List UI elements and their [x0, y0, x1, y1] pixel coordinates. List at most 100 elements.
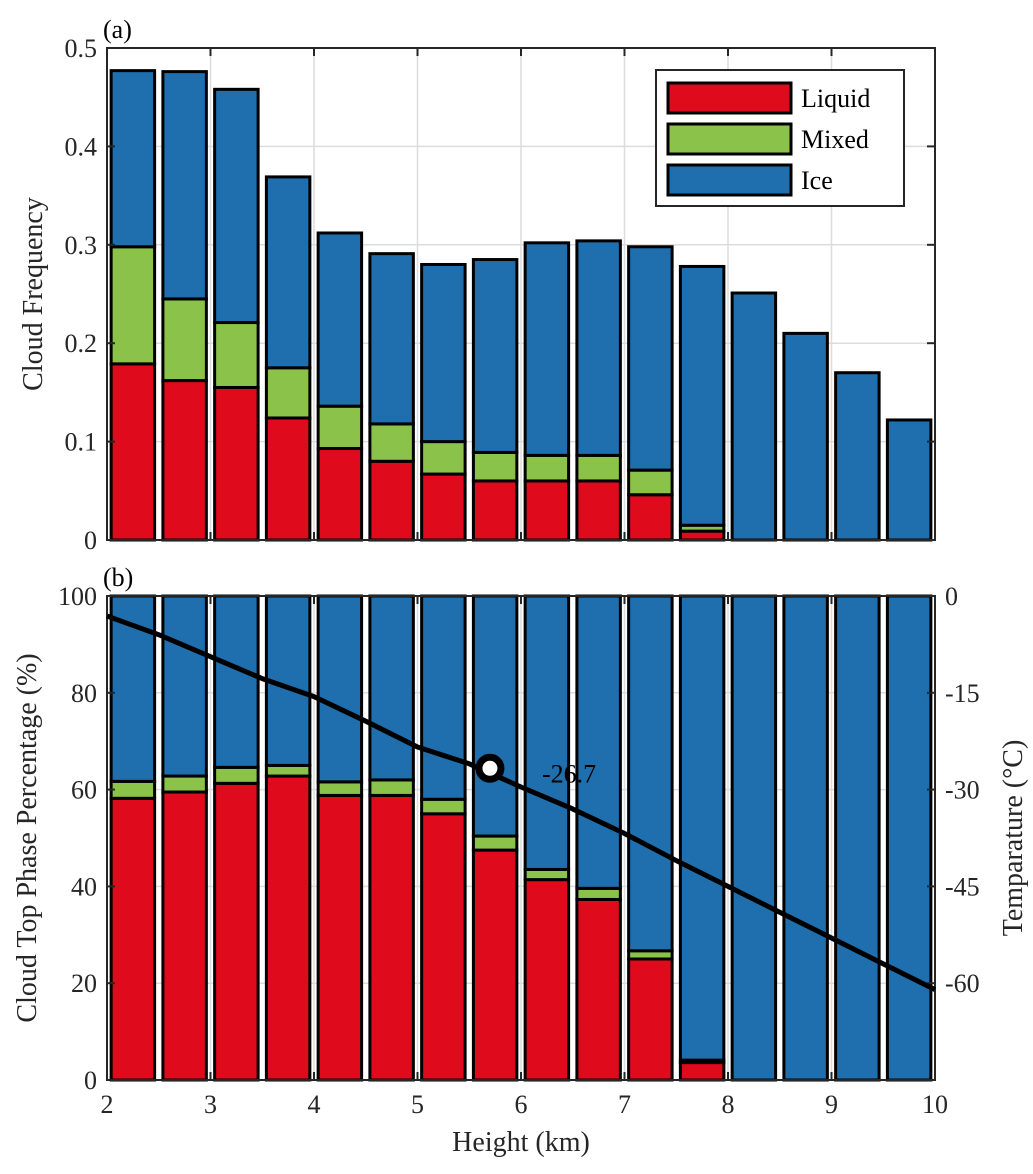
- bar-ice-segment: [627, 245, 674, 472]
- x-tick-label: 7: [618, 1090, 631, 1119]
- x-tick-label: 8: [722, 1090, 735, 1119]
- y-tick-label: 20: [71, 969, 97, 998]
- bar-ice-segment: [368, 594, 415, 782]
- bar-mixed-segment: [420, 440, 467, 476]
- legend-label-mixed: Mixed: [801, 125, 869, 154]
- bar-ice-segment: [368, 252, 415, 426]
- bar-liquid-segment: [575, 897, 622, 1082]
- bar-ice-segment: [885, 594, 933, 1082]
- bar-ice-segment: [213, 87, 260, 325]
- bar-liquid-segment: [523, 479, 571, 542]
- bar-ice-segment: [523, 594, 571, 871]
- bar-ice-segment: [678, 594, 726, 1062]
- bar-ice-segment: [730, 594, 778, 1082]
- bar-mixed-segment: [316, 780, 364, 797]
- bar-mixed-segment: [316, 404, 364, 450]
- x-tick-label: 4: [308, 1090, 321, 1119]
- x-tick-label: 2: [101, 1090, 114, 1119]
- panel-label: (b): [103, 563, 133, 592]
- bar-ice-segment: [213, 594, 260, 769]
- y-right-tick-label: -45: [945, 872, 980, 901]
- panel-a: 0 0.1 0.2 0.3 0.4 0.5 Cloud Frequency (a) Liquid…: [18, 15, 936, 555]
- bar-mixed-segment: [575, 886, 622, 901]
- bar-mixed-segment: [109, 779, 157, 800]
- y-tick-label: 80: [71, 679, 97, 708]
- bar-liquid-segment: [161, 379, 208, 542]
- y-right-tick-label: -30: [945, 776, 980, 805]
- bar-ice-segment: [264, 175, 312, 370]
- y-tick-label: 0: [84, 526, 97, 555]
- y-tick-label: 0: [84, 1066, 97, 1095]
- bar-liquid-segment: [264, 416, 312, 542]
- bar-liquid-segment: [471, 479, 519, 542]
- x-tick-label: 5: [411, 1090, 424, 1119]
- bar-liquid-segment: [627, 957, 674, 1082]
- y-right-tick-label: -15: [945, 679, 980, 708]
- annotation-label: -26.7: [542, 759, 596, 788]
- bar-liquid-segment: [109, 362, 157, 542]
- x-axis-label: Height (km): [452, 1127, 590, 1158]
- bar-liquid-segment: [109, 796, 157, 1082]
- bar-ice-segment: [471, 258, 519, 454]
- bar-ice-segment: [627, 594, 674, 953]
- bar-ice-segment: [575, 594, 622, 890]
- bar-liquid-segment: [627, 493, 674, 542]
- annotation-marker-center: [487, 765, 493, 771]
- y-axis-label: Cloud Top Phase Percentage (%): [12, 653, 43, 1022]
- bar-liquid-segment: [420, 812, 467, 1082]
- bar-liquid-segment: [575, 479, 622, 542]
- bar-mixed-segment: [161, 774, 208, 794]
- bar-mixed-segment: [264, 366, 312, 420]
- bar-liquid-segment: [420, 472, 467, 542]
- bar-ice-segment: [885, 418, 933, 542]
- y-right-tick-label: 0: [945, 582, 958, 611]
- bar-mixed-segment: [575, 453, 622, 483]
- bar-ice-segment: [782, 594, 829, 1082]
- y-axis-label: Cloud Frequency: [18, 197, 49, 391]
- bar-ice-segment: [730, 291, 778, 542]
- panel-label: (a): [103, 15, 132, 44]
- bar-ice-segment: [834, 594, 881, 1082]
- bar-mixed-segment: [161, 297, 208, 383]
- x-tick-label: 6: [515, 1090, 528, 1119]
- legend-swatch-mixed: [666, 122, 793, 156]
- bar-liquid-segment: [213, 781, 260, 1082]
- bar-mixed-segment: [264, 763, 312, 778]
- bar-liquid-segment: [316, 793, 364, 1082]
- temperature-line: [106, 613, 937, 992]
- bar-liquid-segment: [264, 774, 312, 1082]
- bar-ice-segment: [316, 231, 364, 408]
- bar-ice-segment: [575, 239, 622, 457]
- bar-ice-segment: [161, 594, 208, 778]
- bar-ice-segment: [678, 264, 726, 527]
- bar-liquid-segment: [368, 793, 415, 1082]
- y-tick-label: 0.5: [65, 34, 98, 63]
- bar-ice-segment: [471, 594, 519, 838]
- y-right-tick-label: -60: [945, 969, 980, 998]
- bar-ice-segment: [420, 262, 467, 444]
- bar-liquid-segment: [368, 459, 415, 542]
- y-right-axis-label: Temparature (°C): [998, 740, 1029, 937]
- bar-mixed-segment: [420, 797, 467, 816]
- bar-liquid-segment: [213, 385, 260, 542]
- bar-mixed-segment: [368, 422, 415, 463]
- bar-ice-segment: [161, 70, 208, 301]
- legend-label-liquid: Liquid: [801, 84, 870, 113]
- y-tick-label: 0.4: [65, 132, 98, 161]
- bar-mixed-segment: [368, 778, 415, 797]
- bar-liquid-segment: [471, 848, 519, 1082]
- bar-liquid-segment: [316, 446, 364, 542]
- y-tick-label: 0.2: [65, 329, 98, 358]
- legend: Liquid Mixed Ice: [655, 69, 905, 207]
- y-tick-label: 60: [71, 776, 97, 805]
- x-tick-label: 9: [825, 1090, 838, 1119]
- bar-mixed-segment: [471, 450, 519, 483]
- legend-label-ice: Ice: [801, 166, 833, 195]
- x-tick-label: 10: [922, 1090, 948, 1119]
- x-tick-label: 3: [204, 1090, 217, 1119]
- bar-mixed-segment: [109, 245, 157, 366]
- legend-swatch-liquid: [666, 81, 793, 115]
- bar-mixed-segment: [471, 834, 519, 852]
- bar-ice-segment: [420, 594, 467, 801]
